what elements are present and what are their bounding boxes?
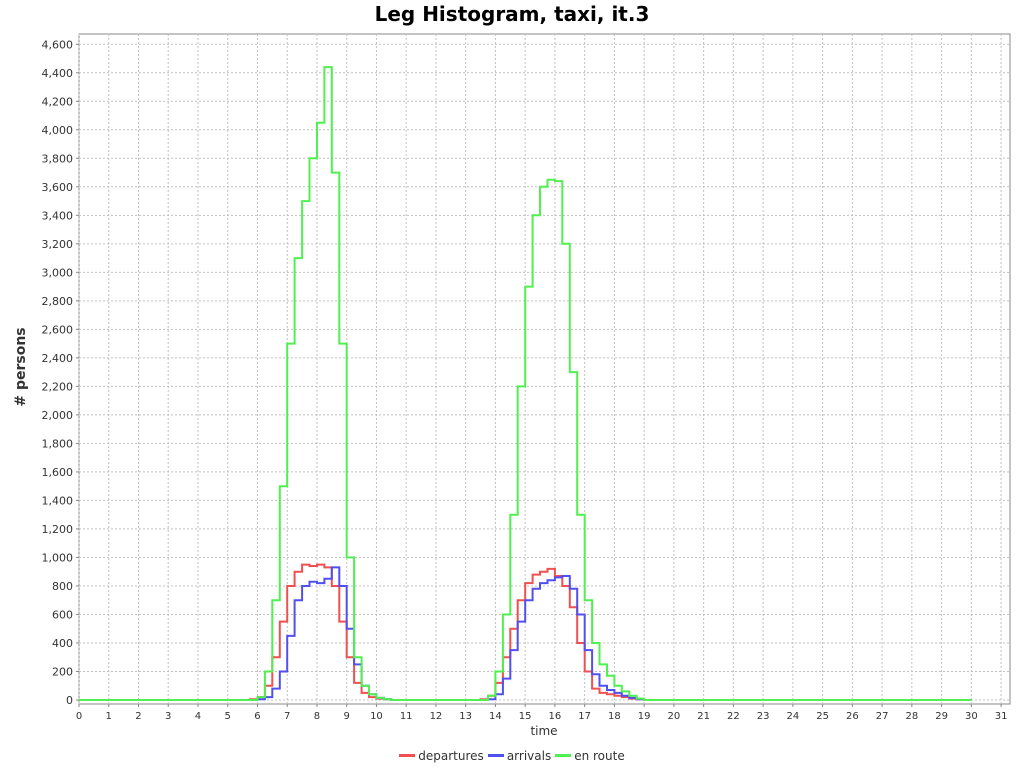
- y-tick-label: 3,000: [42, 266, 74, 279]
- y-tick-label: 2,200: [42, 380, 74, 393]
- x-tick-label: 2: [135, 711, 141, 722]
- y-tick-label: 2,600: [42, 323, 74, 336]
- x-tick-label: 7: [284, 711, 290, 722]
- gridlines: [78, 34, 1010, 704]
- series-line-arrivals: [79, 566, 972, 701]
- chart-plot: 02004006008001,0001,2001,4001,6001,8002,…: [13, 33, 1011, 738]
- x-tick-label: 23: [757, 711, 770, 722]
- y-tick-label: 4,000: [42, 124, 74, 137]
- y-tick-label: 200: [52, 665, 73, 678]
- x-tick-label: 12: [430, 711, 443, 722]
- y-tick-label: 1,600: [42, 466, 74, 479]
- x-tick-label: 20: [668, 711, 681, 722]
- y-tick-label: 3,400: [42, 209, 74, 222]
- y-axis-label: # persons: [13, 327, 29, 406]
- x-tick-label: 13: [459, 711, 472, 722]
- y-tick-label: 1,400: [42, 494, 74, 507]
- x-tick-label: 15: [519, 711, 532, 722]
- x-tick-label: 4: [195, 711, 201, 722]
- x-tick-label: 3: [165, 711, 171, 722]
- y-tick-label: 2,400: [42, 352, 74, 365]
- legend-swatch: [555, 754, 572, 757]
- x-tick-label: 21: [697, 711, 710, 722]
- y-tick-label: 2,800: [42, 295, 74, 308]
- y-tick-label: 3,600: [42, 181, 74, 194]
- legend-swatch: [399, 754, 416, 757]
- x-tick-label: 5: [225, 711, 231, 722]
- x-tick-label: 14: [489, 711, 502, 722]
- x-tick-label: 10: [370, 711, 383, 722]
- x-tick-label: 29: [935, 711, 948, 722]
- legend-label: en route: [574, 748, 625, 763]
- y-tick-label: 4,600: [42, 38, 74, 51]
- y-tick-label: 1,200: [42, 523, 74, 536]
- x-tick-label: 18: [608, 711, 621, 722]
- series-group: [79, 66, 972, 701]
- x-tick-label: 25: [816, 711, 829, 722]
- series-line-en-route: [79, 66, 972, 701]
- legend-swatch: [487, 754, 504, 757]
- y-tick-label: 600: [52, 608, 73, 621]
- x-tick-label: 26: [846, 711, 859, 722]
- plot-background: [78, 33, 1011, 705]
- chart-title: Leg Histogram, taxi, it.3: [374, 2, 650, 26]
- y-tick-label: 2,000: [42, 409, 74, 422]
- x-tick-label: 30: [965, 711, 978, 722]
- axes: 02004006008001,0001,2001,4001,6001,8002,…: [42, 38, 1008, 722]
- x-tick-label: 9: [344, 711, 350, 722]
- legend-item-arrivals: arrivals: [487, 748, 552, 763]
- legend-label: departures: [418, 748, 484, 763]
- legend: departures arrivals en route: [0, 746, 1024, 763]
- x-tick-label: 16: [549, 711, 562, 722]
- x-tick-label: 1: [106, 711, 112, 722]
- y-tick-label: 4,400: [42, 67, 74, 80]
- y-tick-label: 1,800: [42, 437, 74, 450]
- y-tick-label: 3,800: [42, 152, 74, 165]
- legend-label: arrivals: [506, 748, 552, 763]
- y-tick-label: 1,000: [42, 551, 74, 564]
- y-tick-label: 0: [66, 694, 73, 707]
- legend-item-departures: departures: [399, 749, 484, 763]
- y-tick-label: 800: [52, 580, 73, 593]
- x-tick-label: 27: [876, 711, 889, 722]
- x-tick-label: 24: [786, 711, 799, 722]
- legend-item-en-route: en route: [555, 749, 625, 763]
- x-tick-label: 8: [314, 711, 320, 722]
- x-tick-label: 28: [905, 711, 918, 722]
- x-tick-label: 19: [638, 711, 651, 722]
- x-tick-label: 11: [400, 711, 413, 722]
- x-axis-label: time: [530, 724, 557, 738]
- y-tick-label: 400: [52, 637, 73, 650]
- y-tick-label: 3,200: [42, 238, 74, 251]
- y-tick-label: 4,200: [42, 95, 74, 108]
- x-tick-label: 6: [254, 711, 260, 722]
- x-tick-label: 22: [727, 711, 740, 722]
- x-tick-label: 17: [578, 711, 591, 722]
- x-tick-label: 0: [76, 711, 82, 722]
- x-tick-label: 31: [995, 711, 1008, 722]
